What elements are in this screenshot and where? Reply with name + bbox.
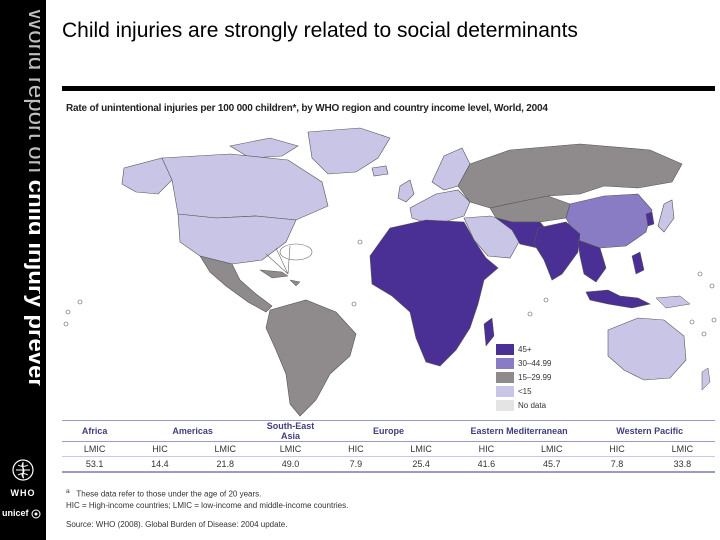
region-header: South-East Asia — [257, 420, 324, 442]
unicef-label: unicef — [2, 508, 29, 518]
unicef-emblem-icon — [31, 509, 41, 519]
income-level-row: LMIC HIC LMIC LMIC HIC LMIC HIC LMIC HIC LMIC — [62, 441, 715, 457]
income-level-cell: HIC — [584, 441, 650, 457]
income-level-cell: LMIC — [257, 441, 324, 457]
uk-ireland — [397, 179, 415, 203]
svg-text:World report on child injury p: World report on child injury prevention — [23, 8, 40, 386]
japan — [657, 199, 675, 233]
legend-item: No data — [496, 399, 566, 411]
legend-item: 15–29.99 — [496, 371, 566, 383]
income-level-cell: LMIC — [388, 441, 454, 457]
rates-table-grid: Africa Americas South-East Asia Europe Easte… — [62, 420, 715, 473]
region-header: Western Pacific — [584, 420, 715, 442]
rate-value-cell: 41.6 — [453, 456, 520, 473]
rate-value-cell: 49.0 — [257, 456, 324, 473]
rate-value-cell: 14.4 — [127, 456, 193, 473]
report-title-vertical: World report on child injury prevention — [6, 6, 40, 386]
legend-label: <15 — [518, 386, 532, 396]
footnote-mark: a — [66, 488, 70, 495]
who-emblem-icon — [12, 459, 34, 481]
legend-swatch — [496, 385, 514, 397]
rate-value-cell: 33.8 — [649, 456, 715, 473]
new-zealand — [701, 367, 711, 391]
income-level-cell: HIC — [323, 441, 389, 457]
income-level-cell: HIC — [127, 441, 193, 457]
rate-value-row: 53.1 14.4 21.8 49.0 7.9 25.4 41.6 45.7 7.8 33.8 — [62, 456, 715, 473]
region-header: Americas — [127, 420, 258, 442]
australia — [607, 317, 687, 381]
south-america — [265, 299, 357, 417]
income-level-cell: LMIC — [62, 441, 128, 457]
small-island-markers — [63, 239, 717, 337]
income-level-cell: LMIC — [519, 441, 585, 457]
western-europe — [409, 189, 471, 223]
india-south-asia — [533, 221, 581, 281]
united-states — [177, 213, 297, 265]
caribbean — [259, 269, 301, 287]
korea — [645, 211, 655, 227]
iceland — [371, 165, 389, 177]
madagascar — [483, 317, 495, 347]
rate-value-cell: 21.8 — [192, 456, 258, 473]
caribbean-callout — [265, 243, 313, 275]
report-title-part1: World report on — [23, 8, 40, 180]
legend-swatch — [496, 343, 514, 355]
footnote-text: These data refer to those under the age … — [76, 489, 262, 499]
world-map — [63, 127, 717, 417]
income-level-cell: LMIC — [192, 441, 258, 457]
indonesia — [585, 289, 651, 309]
slide-title: Child injuries are strongly related to s… — [62, 19, 578, 42]
map-legend: 45+ 30–44.99 15–29.99 <15 No data — [496, 343, 566, 413]
region-header: Eastern Mediterranean — [453, 420, 585, 442]
income-level-cell: LMIC — [649, 441, 715, 457]
rate-value-cell: 25.4 — [388, 456, 454, 473]
report-title-part2: child injury prevention — [23, 180, 40, 386]
papua — [655, 295, 691, 309]
legend-label: 15–29.99 — [518, 372, 552, 382]
sidebar: World report on child injury prevention … — [0, 0, 46, 540]
figure-notes: a These data refer to those under the ag… — [66, 486, 706, 530]
africa — [369, 219, 499, 367]
legend-swatch — [496, 399, 514, 411]
legend-item: 30–44.99 — [496, 357, 566, 369]
legend-label: No data — [518, 400, 547, 410]
legend-swatch — [496, 371, 514, 383]
philippines — [631, 251, 645, 275]
middle-east — [463, 215, 521, 259]
source-note: Source: WHO (2008). Global Burden of Dis… — [66, 519, 288, 529]
legend-item: <15 — [496, 385, 566, 397]
southeast-asia — [577, 239, 607, 283]
region-header: Africa — [62, 420, 128, 442]
rate-value-cell: 7.8 — [584, 456, 650, 473]
who-label: WHO — [10, 488, 36, 498]
legend-label: 45+ — [518, 344, 532, 354]
rate-value-cell: 7.9 — [323, 456, 389, 473]
figure-title: Rate of unintentional injuries per 100 0… — [66, 103, 548, 114]
rate-value-cell: 45.7 — [519, 456, 585, 473]
mexico-central-america — [199, 255, 273, 313]
rate-value-cell: 53.1 — [62, 456, 128, 473]
region-header: Europe — [323, 420, 454, 442]
greenland — [307, 127, 391, 175]
income-level-cell: HIC — [453, 441, 520, 457]
legend-item: 45+ — [496, 343, 566, 355]
rates-table: Africa Americas South-East Asia Europe Easte… — [62, 420, 715, 473]
abbreviation-note: HIC = High-income countries; LMIC = low-… — [66, 500, 349, 510]
legend-swatch — [496, 357, 514, 369]
russia — [457, 143, 683, 209]
figure-top-rule — [62, 86, 715, 91]
region-header-row: Africa Americas South-East Asia Europe Easte… — [62, 420, 715, 442]
canada — [161, 153, 329, 221]
who-logo: WHO — [4, 458, 42, 498]
legend-label: 30–44.99 — [518, 358, 552, 368]
unicef-logo: unicef — [2, 508, 46, 519]
